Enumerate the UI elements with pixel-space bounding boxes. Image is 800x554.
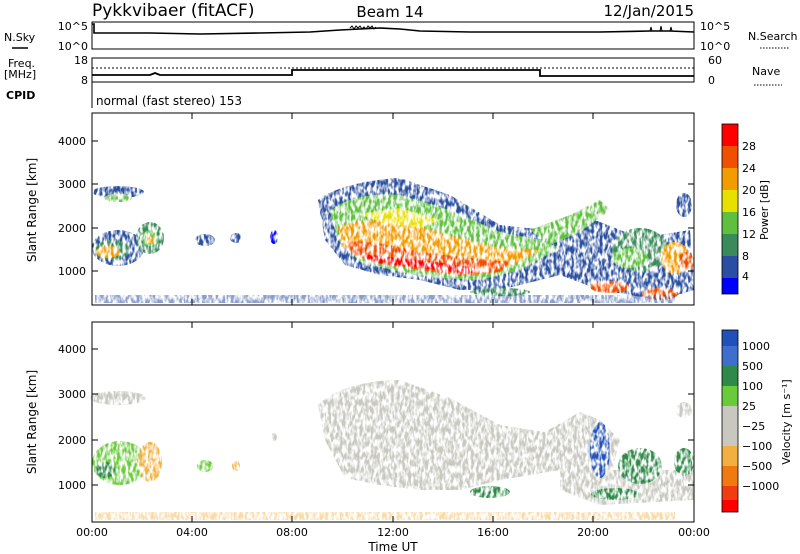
power-xticks bbox=[191, 113, 594, 305]
velocity-cb-tick-m25: −25 bbox=[742, 420, 765, 433]
power-panel: 1000 2000 3000 4000 Slant Range [km] bbox=[25, 112, 695, 306]
cpid-text: normal (fast stereo) 153 bbox=[96, 94, 242, 108]
power-ytick-4000: 4000 bbox=[58, 135, 86, 148]
velocity-colorbar: 1000 500 100 25 −25 −100 −500 −1000 Velo… bbox=[721, 329, 793, 513]
power-cb-tick-4: 4 bbox=[742, 270, 749, 283]
xtick-1600: 16:00 bbox=[477, 526, 509, 539]
power-colorbar: 28 24 20 16 12 8 4 Power [dB] bbox=[721, 123, 771, 295]
cpid-label: CPID bbox=[6, 89, 35, 102]
velocity-data bbox=[90, 380, 694, 520]
xtick-1200: 12:00 bbox=[377, 526, 409, 539]
power-ytick-2000: 2000 bbox=[58, 222, 86, 235]
velocity-ylabel: Slant Range [km] bbox=[25, 370, 39, 474]
velocity-cb-tick-1000: 1000 bbox=[742, 340, 770, 353]
velocity-yaxis: 1000 2000 3000 4000 Slant Range [km] bbox=[25, 343, 694, 492]
velocity-ytick-3000: 3000 bbox=[58, 388, 86, 401]
velocity-cb-tick-m100: −100 bbox=[742, 440, 772, 453]
freq-strip: Freq. [MHz] 18 8 60 0 Nave CPID normal (… bbox=[4, 54, 782, 108]
power-cb-tick-28: 28 bbox=[742, 140, 756, 153]
velocity-xticks bbox=[191, 322, 594, 522]
freq-label-1: Freq. bbox=[8, 57, 35, 70]
freq-label-2: [MHz] bbox=[4, 68, 36, 81]
beam-title: Beam 14 bbox=[356, 3, 423, 21]
nave-tick-top: 60 bbox=[708, 54, 722, 67]
power-cb-tick-12: 12 bbox=[742, 228, 756, 241]
freq-tick-bottom: 8 bbox=[81, 74, 88, 87]
velocity-cb-label: Velocity [m s⁻¹] bbox=[780, 379, 793, 464]
nsky-series bbox=[92, 23, 695, 35]
velocity-cb-tick-500: 500 bbox=[742, 360, 763, 373]
velocity-panel: 1000 2000 3000 4000 Slant Range [km] 00:… bbox=[25, 321, 710, 554]
station-title: Pykkvibaer (fitACF) bbox=[92, 1, 254, 21]
nsky-tick-bottom: 10^0 bbox=[58, 40, 88, 53]
nsearch-label: N.Search bbox=[748, 30, 798, 43]
xtick-2400: 00:00 bbox=[678, 526, 710, 539]
nsky-tick-top: 10^5 bbox=[58, 20, 88, 33]
power-cb-tick-16: 16 bbox=[742, 206, 756, 219]
xtick-0400: 04:00 bbox=[176, 526, 208, 539]
velocity-ytick-1000: 1000 bbox=[58, 479, 86, 492]
freq-series bbox=[92, 69, 694, 77]
date-title: 12/Jan/2015 bbox=[604, 2, 695, 20]
nsearch-tick-bottom: 10^0 bbox=[700, 40, 730, 53]
velocity-cb-tick-100: 100 bbox=[742, 380, 763, 393]
power-ytick-1000: 1000 bbox=[58, 265, 86, 278]
xlabel: Time UT bbox=[367, 540, 418, 554]
nsky-strip: N.Sky 10^5 10^0 10^5 10^0 N.Search bbox=[4, 20, 798, 53]
nsearch-tick-top: 10^5 bbox=[700, 20, 730, 33]
velocity-ytick-2000: 2000 bbox=[58, 434, 86, 447]
power-cb-tick-8: 8 bbox=[742, 250, 749, 263]
power-ytick-3000: 3000 bbox=[58, 178, 86, 191]
power-yaxis: 1000 2000 3000 4000 Slant Range [km] bbox=[25, 135, 694, 278]
power-cb-tick-24: 24 bbox=[742, 162, 756, 175]
power-cb-tick-20: 20 bbox=[742, 184, 756, 197]
xtick-0000: 00:00 bbox=[76, 526, 108, 539]
velocity-cb-tick-m500: −500 bbox=[742, 460, 772, 473]
velocity-cb-tick-m1000: −1000 bbox=[742, 480, 779, 493]
nsky-label: N.Sky bbox=[4, 31, 36, 44]
xtick-0800: 08:00 bbox=[276, 526, 308, 539]
freq-tick-top: 18 bbox=[74, 54, 88, 67]
power-data bbox=[92, 178, 694, 303]
xtick-2000: 20:00 bbox=[577, 526, 609, 539]
power-cb-label: Power [dB] bbox=[758, 180, 771, 240]
power-ylabel: Slant Range [km] bbox=[25, 158, 39, 262]
nave-label: Nave bbox=[752, 65, 780, 78]
velocity-cb-tick-25: 25 bbox=[742, 400, 756, 413]
velocity-ytick-4000: 4000 bbox=[58, 343, 86, 356]
nave-tick-bottom: 0 bbox=[708, 74, 715, 87]
